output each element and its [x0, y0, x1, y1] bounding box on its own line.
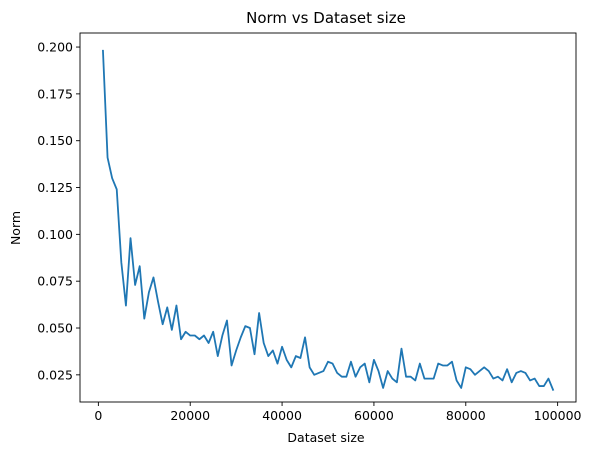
x-tick-label: 60000 — [354, 408, 394, 423]
y-tick-label: 0.175 — [37, 86, 73, 101]
x-axis-label: Dataset size — [287, 430, 364, 445]
y-tick-label: 0.200 — [37, 40, 73, 55]
x-tick-label: 40000 — [262, 408, 302, 423]
y-axis-label: Norm — [8, 211, 23, 245]
x-tick-label: 100000 — [534, 408, 582, 423]
y-tick-label: 0.025 — [37, 367, 73, 382]
y-tick-label: 0.100 — [37, 227, 73, 242]
series-line-0 — [102, 49, 555, 391]
x-tick-label: 0 — [94, 408, 102, 423]
y-tick-label: 0.150 — [37, 133, 73, 148]
plot-frame — [79, 32, 577, 403]
x-tick-label: 80000 — [446, 408, 486, 423]
x-tick-label: 20000 — [170, 408, 210, 423]
y-tick-label: 0.075 — [37, 274, 73, 289]
y-tick-label: 0.125 — [37, 180, 73, 195]
chart-title: Norm vs Dataset size — [246, 9, 406, 27]
y-tick-label: 0.050 — [37, 321, 73, 336]
plot-area: 0 20000 40000 60000 80000 100000 0.025 0.050 0.0… — [37, 32, 582, 423]
